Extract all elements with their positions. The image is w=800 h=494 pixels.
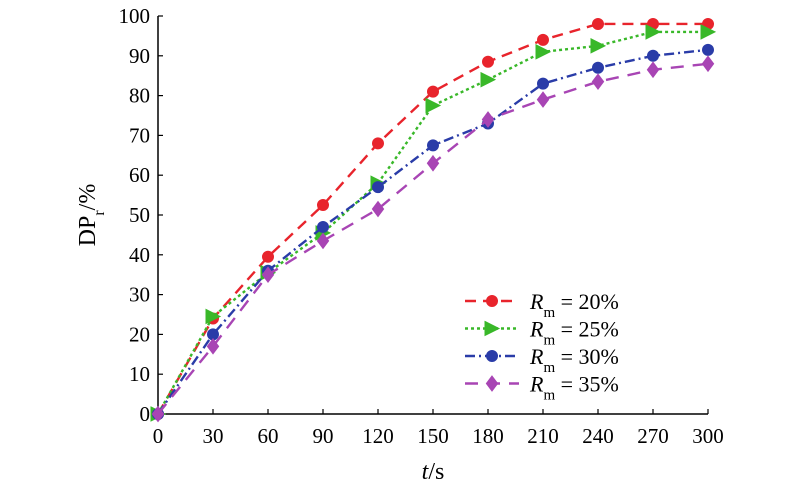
data-point (317, 199, 329, 212)
legend-marker (486, 295, 498, 307)
x-tick-label: 90 (313, 424, 334, 448)
y-tick-label: 60 (129, 163, 150, 187)
x-tick-label: 300 (692, 424, 724, 448)
legend-label: Rm = 35% (529, 372, 619, 404)
data-point (701, 55, 715, 73)
data-point (702, 43, 714, 56)
legend-label: Rm = 25% (529, 317, 619, 349)
data-point (425, 97, 442, 114)
data-point (592, 61, 604, 74)
data-point (261, 266, 275, 284)
series-line (156, 22, 708, 415)
legend: Rm = 20%Rm = 25%Rm = 30%Rm = 35% (465, 289, 619, 404)
legend-label: Rm = 20% (529, 289, 619, 321)
x-tick-label: 210 (527, 424, 559, 448)
data-point (427, 139, 439, 152)
x-tick-label: 30 (203, 424, 224, 448)
data-point (480, 71, 497, 88)
series-4 (151, 55, 715, 423)
x-tick-label: 270 (637, 424, 669, 448)
series-line (157, 62, 709, 415)
data-point (427, 85, 439, 98)
legend-item: Rm = 25% (465, 317, 619, 349)
x-axis-title: t/s (422, 459, 445, 485)
data-point (481, 111, 495, 128)
data-point (426, 154, 440, 172)
legend-item: Rm = 35% (465, 372, 619, 404)
data-point (647, 49, 659, 62)
data-point (537, 33, 549, 46)
x-tick-label: 240 (582, 424, 614, 448)
data-point (700, 24, 717, 40)
legend-marker (485, 375, 499, 392)
y-tick-label: 50 (129, 203, 150, 227)
data-point (206, 338, 220, 355)
y-axis-title-main: DP (75, 216, 101, 247)
x-tick-label: 60 (258, 424, 279, 448)
y-axis-title-unit: /% (75, 184, 101, 211)
series-2 (150, 24, 717, 422)
data-point (372, 137, 384, 150)
y-tick-label: 100 (119, 4, 151, 28)
x-tick-label: 0 (153, 424, 164, 448)
data-point (536, 91, 550, 108)
data-point (371, 200, 385, 218)
series-line (156, 30, 708, 415)
data-point (645, 24, 662, 40)
data-point (372, 181, 384, 194)
x-tick-label: 180 (472, 424, 504, 448)
data-point (537, 77, 549, 90)
y-tick-label: 30 (129, 283, 150, 307)
legend-marker (486, 350, 498, 362)
data-point (316, 232, 330, 250)
legend-item: Rm = 20% (465, 289, 619, 321)
y-tick-label: 90 (129, 44, 150, 68)
data-point (205, 308, 222, 325)
data-point (482, 55, 494, 68)
ticks: 0 10 20 30 40 50 60 70 80 90 100 0 30 60 90 120 150 180 21… (119, 4, 724, 448)
x-tick-label: 120 (362, 424, 394, 448)
series-3 (152, 43, 714, 420)
data-point (591, 73, 605, 91)
data-point (535, 44, 552, 60)
series-1 (152, 17, 714, 420)
y-axis-title: DPr/% (75, 184, 108, 247)
y-axis-title-subscript: r (91, 210, 108, 216)
data-point (592, 17, 604, 30)
data-point (317, 220, 329, 233)
legend-label: Rm = 30% (529, 344, 619, 376)
y-tick-label: 70 (129, 123, 150, 147)
data-point (262, 250, 274, 263)
data-point (590, 38, 607, 54)
axes (157, 16, 708, 415)
data-point (646, 61, 660, 79)
series-layer (150, 17, 717, 423)
y-tick-label: 80 (129, 84, 150, 108)
x-axis-title-unit: /s (428, 459, 444, 485)
legend-marker (484, 320, 501, 337)
y-tick-label: 0 (140, 402, 151, 426)
x-tick-label: 150 (417, 424, 449, 448)
y-tick-label: 10 (129, 362, 150, 386)
y-tick-label: 40 (129, 243, 150, 267)
x-axis-title-italic: t (422, 459, 430, 485)
legend-item: Rm = 30% (465, 344, 619, 376)
y-tick-label: 20 (129, 322, 150, 346)
data-point (151, 405, 165, 423)
